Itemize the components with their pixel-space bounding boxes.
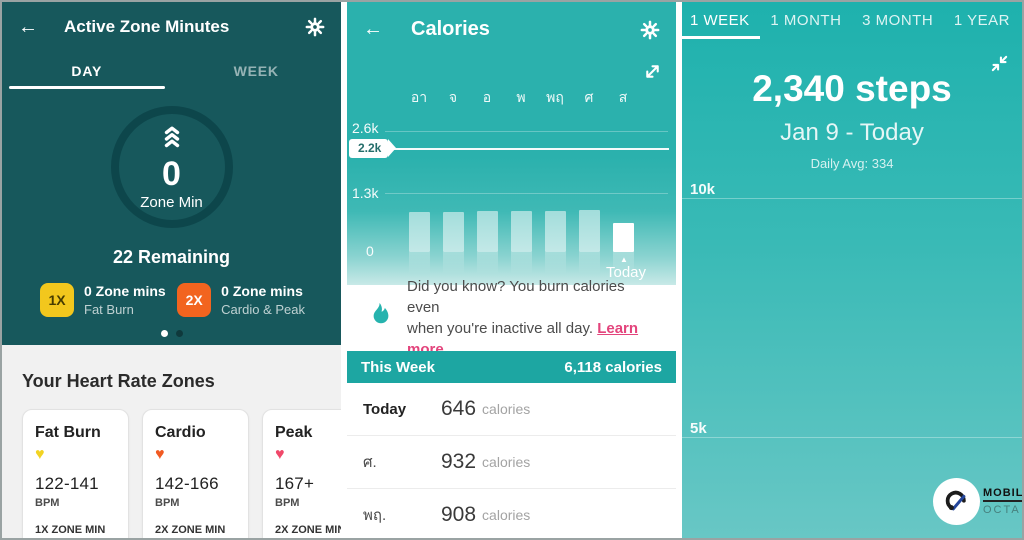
badge-1x-zone: Fat Burn (84, 302, 134, 317)
badge-1x-value: 0 Zone mins (84, 283, 166, 299)
watermark-line2: OCTA (983, 504, 1021, 516)
heart-icon-pink: ♥ (275, 446, 285, 463)
expand-icon[interactable] (643, 62, 662, 81)
active-tab-underline (9, 86, 165, 89)
tab-1-month[interactable]: 1 MONTH (770, 12, 842, 29)
remaining-label: 22 Remaining (112, 247, 231, 267)
ytick-5k: 5k (690, 420, 707, 437)
goal-marker[interactable]: 2.2k (349, 139, 397, 158)
zone-min-unit: Zone Min (140, 193, 203, 211)
mobileocta-logo (933, 478, 980, 525)
list-item-thursday[interactable]: พฤ. 908 calories (347, 489, 676, 538)
cardio-peak-badge-row: 2X 0 Zone mins Cardio & Peak (177, 283, 305, 317)
active-zone-minutes-panel: ← Active Zone Minutes DAY WEEK (2, 2, 341, 538)
zone-card-cardio: Cardio ♥ 142-166 BPM 2X ZONE MIN (142, 409, 249, 538)
gridline (682, 437, 1022, 438)
badge-2x-zone: Cardio & Peak (221, 302, 305, 317)
calorie-bar[interactable] (544, 211, 566, 274)
calorie-bar[interactable] (578, 210, 600, 274)
list-item-today[interactable]: Today 646 calories (347, 383, 676, 436)
azm-header: ← Active Zone Minutes (2, 2, 341, 52)
today-triangle-icon: ▲ (620, 255, 628, 264)
list-item-friday[interactable]: ศ. 932 calories (347, 436, 676, 489)
page-dot-active[interactable] (160, 330, 168, 337)
ytick-0: 0 (366, 243, 374, 259)
calories-chart: ← Calories อา จ อ พ พฤ (347, 2, 676, 285)
gridline (385, 193, 668, 194)
heart-rate-zones-section: Your Heart Rate Zones Fat Burn ♥ 122-141… (2, 345, 341, 538)
week-summary-bar: This Week 6,118 calories (347, 351, 676, 383)
gridline (385, 131, 668, 132)
calorie-bars (402, 2, 640, 274)
week-summary-label: This Week (361, 358, 435, 376)
mobileocta-watermark: MOBILE OCTA (933, 478, 1022, 525)
calorie-bar[interactable] (442, 212, 464, 274)
day-week-tabs: DAY WEEK (2, 52, 341, 89)
zone-card-fat-burn: Fat Burn ♥ 122-141 BPM 1X ZONE MIN (22, 409, 129, 538)
tab-3-month[interactable]: 3 MONTH (862, 12, 934, 29)
back-icon[interactable]: ← (18, 15, 38, 38)
goal-line (388, 148, 669, 150)
tab-1-week[interactable]: 1 WEEK (690, 12, 750, 29)
steps-total: 2,340 steps (752, 68, 952, 109)
badge-1x: 1X (40, 283, 74, 317)
pagination-dots (2, 330, 341, 337)
collapse-icon[interactable] (990, 54, 1009, 73)
active-tab-underline (682, 36, 760, 39)
badge-2x-value: 0 Zone mins (221, 283, 303, 299)
page-dot-inactive[interactable] (175, 330, 183, 337)
fat-burn-badge-row: 1X 0 Zone mins Fat Burn (40, 283, 166, 317)
azm-chevrons-icon (157, 124, 187, 154)
page-title: Active Zone Minutes (64, 17, 230, 36)
badge-2x: 2X (177, 283, 212, 317)
heart-icon-orange: ♥ (155, 446, 165, 463)
calorie-bar-today[interactable] (612, 223, 634, 274)
flame-icon (363, 301, 393, 336)
calorie-bar[interactable] (476, 211, 498, 274)
back-icon[interactable]: ← (363, 18, 383, 40)
daily-average: Daily Avg: 334 (810, 156, 894, 171)
gridline (682, 198, 1022, 199)
calories-panel: ← Calories อา จ อ พ พฤ (347, 2, 676, 538)
tab-week[interactable]: WEEK (233, 62, 279, 79)
steps-panel: 1 WEEK 1 MONTH 3 MONTH 1 YEAR 2,340 step… (682, 2, 1022, 538)
calories-header: ← Calories (347, 2, 676, 41)
ytick-2-6k: 2.6k (352, 120, 379, 136)
zone-card-peak: Peak ♥ 167+ BPM 2X ZONE MIN (262, 409, 341, 538)
zone-badges: 1X 0 Zone mins Fat Burn 2X 0 Zone mins C… (2, 283, 341, 317)
azm-card: ← Active Zone Minutes DAY WEEK (2, 2, 341, 345)
watermark-line1: MOBILE (983, 487, 1022, 502)
ytick-1-3k: 1.3k (352, 185, 379, 201)
heart-icon-yellow: ♥ (35, 446, 45, 463)
page-title: Calories (411, 18, 490, 40)
week-summary-value: 6,118 calories (564, 358, 662, 376)
zone-minutes-ring: 0 Zone Min (110, 106, 233, 228)
daily-calories-list: Today 646 calories ศ. 932 calories พฤ. 9… (347, 383, 676, 538)
tab-1-year[interactable]: 1 YEAR (953, 12, 1010, 29)
calorie-bar[interactable] (408, 212, 430, 274)
settings-gear-icon[interactable] (640, 20, 660, 40)
date-range: Jan 9 - Today (780, 119, 924, 146)
settings-gear-icon[interactable] (305, 17, 325, 37)
calorie-bar[interactable] (510, 211, 532, 274)
ytick-10k: 10k (690, 181, 716, 198)
section-title: Your Heart Rate Zones (22, 371, 215, 391)
did-you-know-tip: Did you know? You burn calories even whe… (347, 278, 676, 358)
period-tabs: 1 WEEK 1 MONTH 3 MONTH 1 YEAR (682, 2, 1022, 40)
tab-day[interactable]: DAY (2, 52, 172, 89)
zone-min-value: 0 (162, 154, 181, 193)
x-axis-day-labels: อา จ อ พ พฤ ศ ส (410, 89, 628, 105)
today-marker: ▲ Today (606, 255, 647, 282)
